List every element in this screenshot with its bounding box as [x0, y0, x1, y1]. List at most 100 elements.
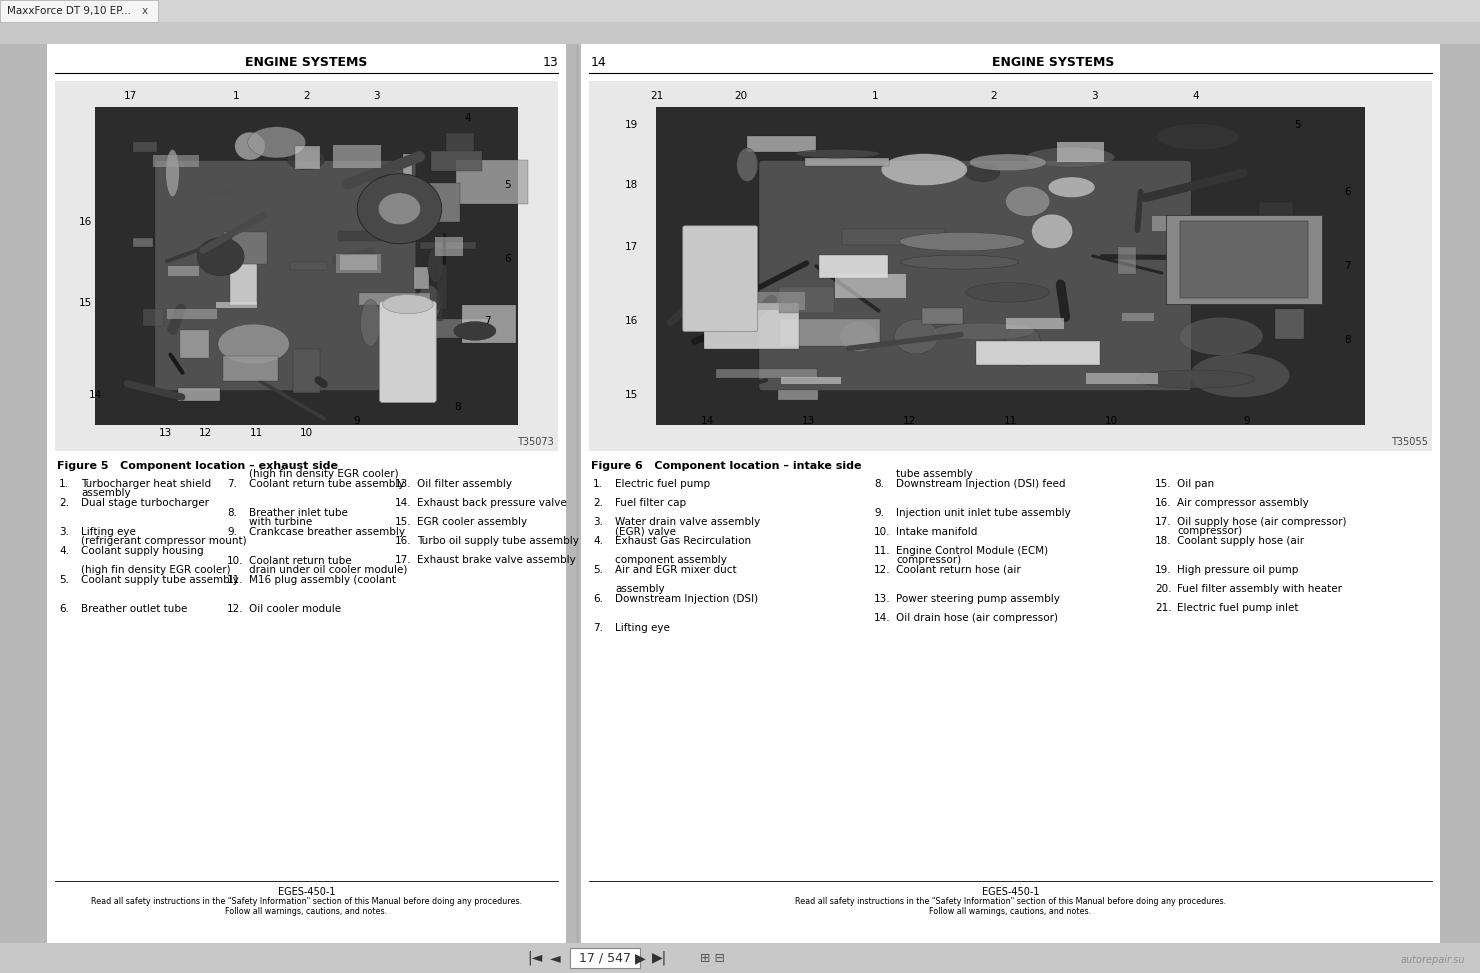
- Text: Exhaust back pressure valve: Exhaust back pressure valve: [417, 498, 567, 508]
- Text: 1.: 1.: [593, 479, 602, 489]
- Bar: [456, 161, 528, 203]
- Text: 8.: 8.: [875, 479, 884, 489]
- Text: 6: 6: [505, 254, 511, 264]
- Text: Fuel filter assembly with heater: Fuel filter assembly with heater: [1177, 584, 1342, 594]
- Bar: [340, 255, 377, 270]
- Text: Lifting eye: Lifting eye: [81, 527, 136, 537]
- Text: autorepair.su: autorepair.su: [1400, 955, 1465, 965]
- Text: 12: 12: [200, 427, 213, 438]
- Text: 5.: 5.: [59, 575, 70, 585]
- Text: 12.: 12.: [226, 604, 244, 614]
- Text: 10: 10: [300, 427, 314, 438]
- Bar: [1122, 313, 1154, 321]
- Text: 15: 15: [78, 298, 92, 308]
- Text: 3: 3: [373, 90, 380, 101]
- Bar: [47, 44, 565, 943]
- Bar: [746, 136, 815, 153]
- Text: Coolant return hose (air: Coolant return hose (air: [895, 565, 1021, 575]
- Bar: [842, 229, 944, 244]
- Text: Engine Control Module (ECM): Engine Control Module (ECM): [895, 546, 1048, 556]
- Text: 18.: 18.: [1154, 536, 1172, 546]
- Text: 6: 6: [1344, 187, 1351, 197]
- Text: 12: 12: [903, 416, 916, 426]
- Bar: [582, 44, 1440, 943]
- Text: 2.: 2.: [593, 498, 602, 508]
- Ellipse shape: [428, 247, 444, 283]
- Text: High pressure oil pump: High pressure oil pump: [1177, 565, 1298, 575]
- Text: Figure 5   Component location – exhaust side: Figure 5 Component location – exhaust si…: [58, 461, 337, 471]
- Bar: [181, 330, 209, 358]
- Text: Turbocharger heat shield: Turbocharger heat shield: [81, 479, 212, 489]
- Text: 6.: 6.: [59, 604, 70, 614]
- Bar: [704, 303, 799, 349]
- Text: Oil pan: Oil pan: [1177, 479, 1214, 489]
- Ellipse shape: [932, 323, 1035, 340]
- Text: Exhaust brake valve assembly: Exhaust brake valve assembly: [417, 555, 576, 565]
- Text: |◄: |◄: [527, 951, 543, 965]
- Text: Dual stage turbocharger: Dual stage turbocharger: [81, 498, 209, 508]
- Text: 11.: 11.: [875, 546, 891, 556]
- Ellipse shape: [235, 132, 265, 160]
- Text: compressor): compressor): [895, 555, 961, 565]
- Bar: [570, 948, 639, 968]
- FancyBboxPatch shape: [682, 226, 758, 332]
- Text: 4.: 4.: [593, 536, 602, 546]
- Bar: [133, 142, 157, 152]
- Text: 7: 7: [484, 316, 491, 327]
- Text: M16 plug assembly (coolant: M16 plug assembly (coolant: [249, 575, 397, 585]
- Bar: [0, 943, 1480, 973]
- Bar: [295, 146, 320, 169]
- Text: 9.: 9.: [226, 527, 237, 537]
- Text: Water drain valve assembly: Water drain valve assembly: [616, 517, 761, 527]
- Text: 19.: 19.: [1154, 565, 1172, 575]
- Text: Fuel filter cap: Fuel filter cap: [616, 498, 687, 508]
- Bar: [716, 369, 817, 378]
- Text: 15.: 15.: [1154, 479, 1172, 489]
- Bar: [1086, 373, 1159, 384]
- Text: component assembly: component assembly: [616, 555, 727, 565]
- Text: assembly: assembly: [616, 584, 665, 594]
- Text: 13: 13: [542, 56, 558, 69]
- Bar: [333, 145, 382, 168]
- Bar: [836, 274, 906, 298]
- Ellipse shape: [1026, 147, 1114, 167]
- Bar: [1151, 216, 1178, 231]
- Text: Coolant supply hose (air: Coolant supply hose (air: [1177, 536, 1304, 546]
- Bar: [1274, 308, 1304, 339]
- Text: 13.: 13.: [395, 479, 411, 489]
- Text: Follow all warnings, cautions, and notes.: Follow all warnings, cautions, and notes…: [929, 907, 1092, 916]
- Ellipse shape: [1032, 214, 1073, 248]
- Text: (refrigerant compressor mount): (refrigerant compressor mount): [81, 536, 247, 546]
- Text: 14.: 14.: [875, 613, 891, 623]
- Bar: [133, 238, 152, 247]
- Text: Exhaust Gas Recirculation: Exhaust Gas Recirculation: [616, 536, 752, 546]
- Bar: [780, 377, 841, 384]
- Text: (high fin density EGR cooler): (high fin density EGR cooler): [249, 469, 398, 479]
- Text: 2.: 2.: [59, 498, 70, 508]
- Text: 11.: 11.: [226, 575, 244, 585]
- Bar: [169, 267, 200, 276]
- Ellipse shape: [1156, 124, 1239, 150]
- Text: 16.: 16.: [395, 536, 411, 546]
- FancyBboxPatch shape: [154, 161, 416, 391]
- Bar: [403, 183, 460, 222]
- Text: Coolant return tube: Coolant return tube: [249, 556, 352, 566]
- Text: Breather outlet tube: Breather outlet tube: [81, 604, 188, 614]
- Bar: [1181, 250, 1237, 266]
- Text: Injection unit inlet tube assembly: Injection unit inlet tube assembly: [895, 508, 1070, 518]
- Bar: [55, 81, 558, 451]
- Bar: [337, 231, 383, 240]
- Text: Breather inlet tube: Breather inlet tube: [249, 508, 348, 518]
- Text: 7.: 7.: [226, 479, 237, 489]
- Text: 3: 3: [1091, 90, 1098, 101]
- Text: 2: 2: [303, 90, 309, 101]
- Bar: [805, 159, 889, 166]
- Ellipse shape: [357, 174, 441, 243]
- Bar: [435, 237, 463, 256]
- Bar: [167, 309, 218, 319]
- Text: ENGINE SYSTEMS: ENGINE SYSTEMS: [246, 56, 367, 69]
- Bar: [1057, 142, 1104, 162]
- Ellipse shape: [287, 149, 326, 169]
- Bar: [358, 293, 431, 306]
- Text: Air compressor assembly: Air compressor assembly: [1177, 498, 1308, 508]
